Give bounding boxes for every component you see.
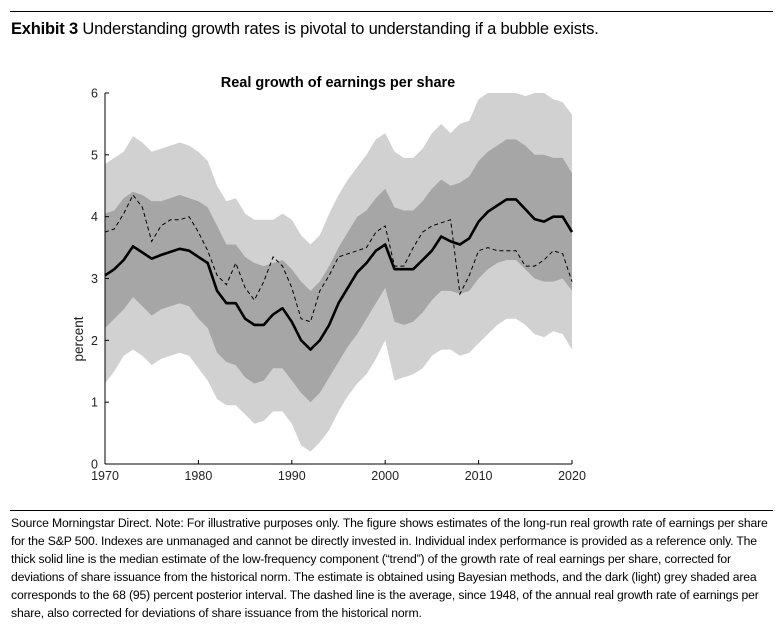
y-tick-label: 2 [91, 334, 98, 348]
y-tick-label: 1 [91, 396, 98, 410]
y-tick-label: 5 [91, 148, 98, 162]
y-axis-label: percent [71, 316, 86, 361]
footer-divider [10, 510, 773, 511]
exhibit-label: Exhibit 3 [11, 20, 78, 38]
median-trend-line [104, 198, 574, 351]
y-tick-label: 0 [91, 458, 98, 472]
exhibit-text: Understanding growth rates is pivotal to… [82, 20, 599, 38]
top-divider [10, 11, 773, 12]
inner-68-band [105, 139, 572, 403]
x-tick-label: 1980 [184, 469, 212, 483]
x-tick-label: 1990 [278, 469, 306, 483]
x-tick-label: 2010 [465, 469, 493, 483]
y-tick-label: 3 [91, 272, 98, 286]
growth-chart: Real growth of earnings per share percen… [71, 75, 586, 483]
y-tick-label: 4 [91, 210, 98, 224]
x-tick-label: 1970 [91, 469, 119, 483]
chart-title: Real growth of earnings per share [221, 75, 455, 91]
source-note: Source Morningstar Direct. Note: For ill… [11, 516, 768, 620]
exhibit-title: Exhibit 3 Understanding growth rates is … [11, 20, 599, 39]
average-dashed-line [104, 194, 573, 323]
x-tick-label: 2020 [558, 469, 586, 483]
y-tick-label: 6 [91, 87, 98, 101]
x-tick-label: 2000 [371, 469, 399, 483]
